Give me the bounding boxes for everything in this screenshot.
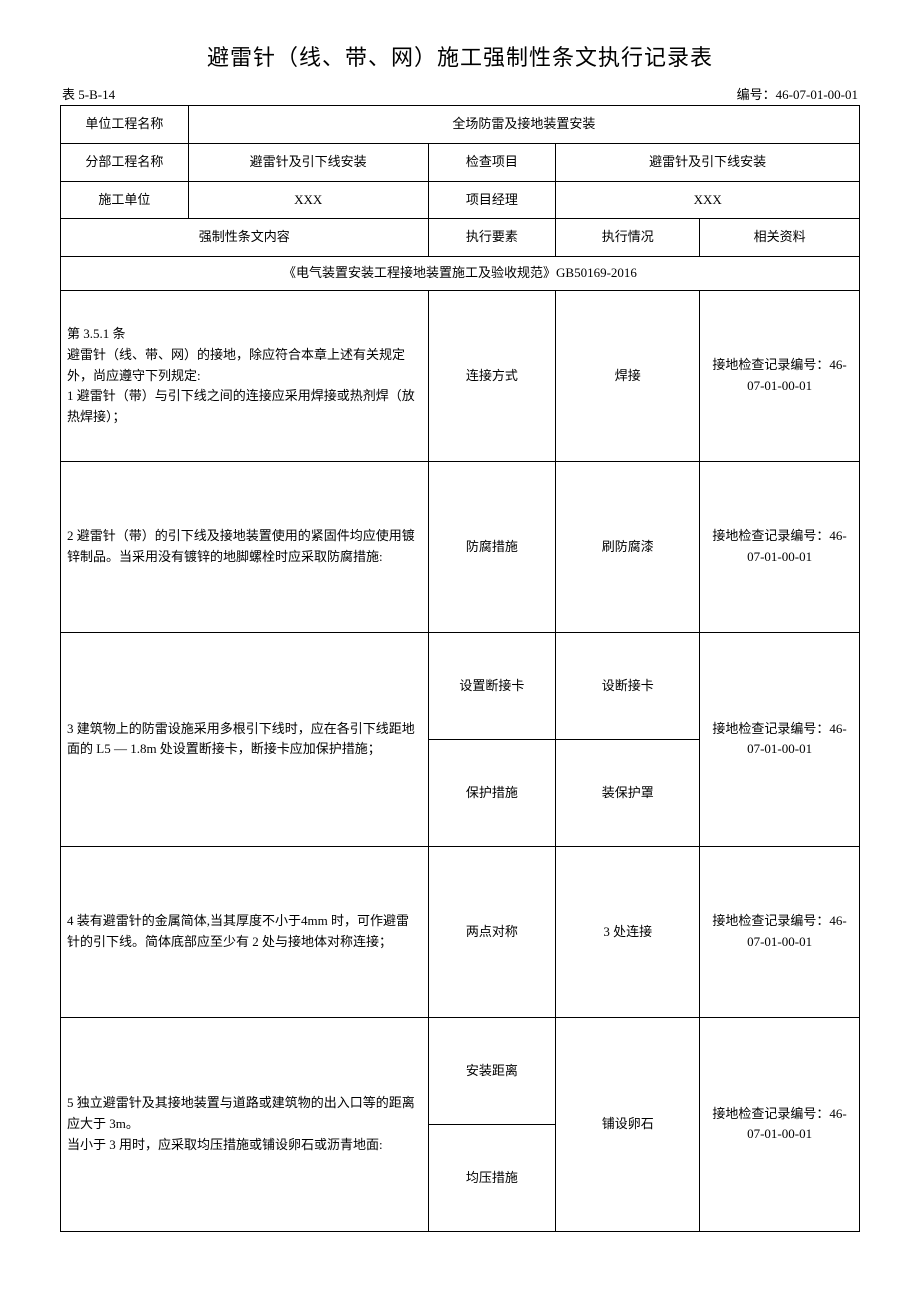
- status-cell: 焊接: [556, 290, 700, 461]
- element-cell: 保护措施: [428, 739, 556, 846]
- related-cell: 接地检查记录编号：46-07-01-00-01: [700, 290, 860, 461]
- element-cell: 防腐措施: [428, 461, 556, 632]
- clause-cell: 4 装有避雷针的金属简体,当其厚度不小于4mm 时，可作避雷针的引下线。简体底部…: [61, 846, 429, 1017]
- document-number: 编号：46-07-01-00-01: [737, 84, 858, 103]
- table-row: 分部工程名称 避雷针及引下线安装 检查项目 避雷针及引下线安装: [61, 143, 860, 181]
- related-cell: 接地检查记录编号：46-07-01-00-01: [700, 846, 860, 1017]
- status-cell: 刷防腐漆: [556, 461, 700, 632]
- status-cell: 铺设卵石: [556, 1017, 700, 1231]
- related-cell: 接地检查记录编号：46-07-01-00-01: [700, 632, 860, 846]
- check-item-label: 检查项目: [428, 143, 556, 181]
- element-cell: 均压措施: [428, 1124, 556, 1231]
- exec-status-header: 执行情况: [556, 219, 700, 257]
- record-table: 单位工程名称 全场防雷及接地装置安装 分部工程名称 避雷针及引下线安装 检查项目…: [60, 105, 860, 1232]
- element-cell: 设置断接卡: [428, 632, 556, 739]
- construction-unit-value: XXX: [188, 181, 428, 219]
- element-cell: 安装距离: [428, 1017, 556, 1124]
- status-cell: 设断接卡: [556, 632, 700, 739]
- related-doc-header: 相关资料: [700, 219, 860, 257]
- construction-unit-label: 施工单位: [61, 181, 189, 219]
- unit-project-name-label: 单位工程名称: [61, 106, 189, 144]
- related-cell: 接地检查记录编号：46-07-01-00-01: [700, 1017, 860, 1231]
- table-row: 3 建筑物上的防雷设施采用多根引下线时，应在各引下线距地面的 L5 — 1.8m…: [61, 632, 860, 739]
- spec-title: 《电气装置安装工程接地装置施工及验收规范》GB50169-2016: [61, 257, 860, 291]
- clause-content-header: 强制性条文内容: [61, 219, 429, 257]
- table-number: 表 5-B-14: [62, 84, 115, 103]
- clause-cell: 3 建筑物上的防雷设施采用多根引下线时，应在各引下线距地面的 L5 — 1.8m…: [61, 632, 429, 846]
- page-title: 避雷针（线、带、网）施工强制性条文执行记录表: [60, 40, 860, 72]
- sub-project-name-label: 分部工程名称: [61, 143, 189, 181]
- table-row: 第 3.5.1 条 避雷针（线、带、网）的接地，除应符合本章上述有关规定外，尚应…: [61, 290, 860, 461]
- clause-cell: 第 3.5.1 条 避雷针（线、带、网）的接地，除应符合本章上述有关规定外，尚应…: [61, 290, 429, 461]
- element-cell: 两点对称: [428, 846, 556, 1017]
- check-item-value: 避雷针及引下线安装: [556, 143, 860, 181]
- exec-element-header: 执行要素: [428, 219, 556, 257]
- project-manager-value: XXX: [556, 181, 860, 219]
- table-row: 强制性条文内容 执行要素 执行情况 相关资料: [61, 219, 860, 257]
- table-row: 4 装有避雷针的金属简体,当其厚度不小于4mm 时，可作避雷针的引下线。简体底部…: [61, 846, 860, 1017]
- table-row: 施工单位 XXX 项目经理 XXX: [61, 181, 860, 219]
- sub-project-name-value: 避雷针及引下线安装: [188, 143, 428, 181]
- related-cell: 接地检查记录编号：46-07-01-00-01: [700, 461, 860, 632]
- clause-cell: 2 避雷针（带）的引下线及接地装置使用的紧固件均应使用镀锌制品。当采用没有镀锌的…: [61, 461, 429, 632]
- header-meta: 表 5-B-14 编号：46-07-01-00-01: [60, 84, 860, 103]
- project-manager-label: 项目经理: [428, 181, 556, 219]
- unit-project-name-value: 全场防雷及接地装置安装: [188, 106, 859, 144]
- status-cell: 装保护罩: [556, 739, 700, 846]
- table-row: 5 独立避雷针及其接地装置与道路或建筑物的出入口等的距离应大于 3m。 当小于 …: [61, 1017, 860, 1124]
- clause-cell: 5 独立避雷针及其接地装置与道路或建筑物的出入口等的距离应大于 3m。 当小于 …: [61, 1017, 429, 1231]
- status-cell: 3 处连接: [556, 846, 700, 1017]
- spec-title-row: 《电气装置安装工程接地装置施工及验收规范》GB50169-2016: [61, 257, 860, 291]
- element-cell: 连接方式: [428, 290, 556, 461]
- table-row: 2 避雷针（带）的引下线及接地装置使用的紧固件均应使用镀锌制品。当采用没有镀锌的…: [61, 461, 860, 632]
- table-row: 单位工程名称 全场防雷及接地装置安装: [61, 106, 860, 144]
